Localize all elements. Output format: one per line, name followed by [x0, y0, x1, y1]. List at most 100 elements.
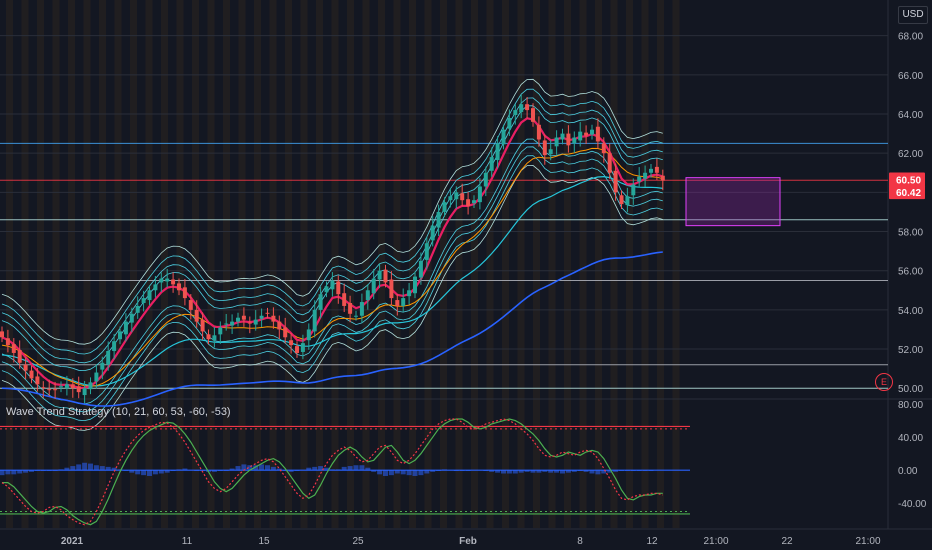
histogram-bar — [406, 470, 412, 476]
candle-body — [348, 303, 353, 314]
histogram-bar — [418, 470, 424, 476]
candle-body — [395, 300, 400, 306]
candle-body — [271, 315, 276, 322]
indicator-tick-label: -40.00 — [898, 499, 927, 510]
candle-body — [59, 386, 63, 388]
session-shading — [192, 0, 199, 528]
session-shading — [362, 0, 370, 528]
candle-body — [330, 280, 335, 290]
candle-body — [70, 384, 75, 389]
candle-body — [35, 376, 40, 385]
histogram-bar — [5, 470, 11, 475]
candle-body — [637, 176, 642, 182]
candle-body — [531, 108, 535, 122]
candle-body — [295, 346, 299, 353]
price-tick-label: 50.00 — [898, 384, 923, 395]
candle-body — [483, 172, 488, 187]
candle-body — [584, 132, 589, 136]
session-shading — [68, 0, 75, 528]
histogram-bar — [324, 467, 329, 471]
lower-band-line — [1, 138, 663, 405]
candle-body — [153, 284, 158, 291]
candle-body — [277, 321, 282, 330]
histogram-bar — [577, 470, 583, 472]
histogram-bar — [229, 468, 235, 471]
histogram-bar — [630, 470, 636, 472]
session-shading — [238, 0, 246, 528]
candle-body — [241, 315, 246, 320]
histogram-bar — [548, 470, 554, 473]
candle-body — [336, 281, 341, 295]
time-tick-label: 22 — [781, 536, 793, 547]
candle-body — [472, 200, 476, 204]
lower-band-line — [1, 146, 663, 413]
candle-body — [0, 331, 4, 338]
indicator-title[interactable]: Wave Trend Strategy (10, 21, 60, 53, -60… — [6, 406, 231, 418]
histogram-bar — [453, 470, 459, 472]
session-shading — [548, 0, 556, 528]
candle-body — [643, 172, 648, 179]
session-shading — [99, 0, 106, 528]
price-tag-label: 60.50 — [896, 176, 921, 187]
histogram-bar — [619, 470, 624, 472]
candle-body — [430, 225, 435, 241]
histogram-bar — [583, 470, 589, 472]
lower-band-line — [1, 155, 663, 422]
histogram-bar — [536, 470, 542, 473]
session-shading — [455, 0, 463, 528]
session-shading — [626, 0, 633, 528]
session-shading — [207, 0, 215, 528]
histogram-bar — [182, 468, 188, 471]
candle-body — [247, 322, 252, 324]
candle-body — [454, 192, 459, 200]
candle-body — [283, 327, 288, 338]
time-tick-label: 21:00 — [855, 536, 880, 547]
price-tag — [889, 172, 925, 187]
histogram-bar — [377, 470, 383, 475]
histogram-bar — [70, 466, 76, 471]
candle-body — [613, 170, 618, 193]
candle-body — [519, 104, 524, 113]
price-tick-label: 64.00 — [898, 110, 923, 121]
histogram-bar — [40, 470, 46, 472]
price-tick-label: 56.00 — [898, 267, 923, 278]
candle-body — [365, 290, 370, 301]
session-shading — [672, 0, 680, 528]
histogram-bar — [276, 468, 282, 471]
histogram-bar — [170, 470, 176, 472]
histogram-bar — [506, 470, 512, 474]
ema-fast-line — [1, 117, 664, 390]
session-shading — [409, 0, 416, 528]
candle-body — [377, 270, 382, 280]
candle-body — [236, 317, 240, 322]
histogram-bar — [524, 470, 530, 472]
histogram-bar — [64, 467, 70, 471]
candle-body — [165, 278, 170, 282]
histogram-bar — [365, 467, 371, 471]
histogram-bar — [164, 470, 170, 473]
price-tag-label: 60.42 — [896, 188, 921, 199]
histogram-bar — [129, 470, 135, 473]
session-shading — [641, 0, 649, 528]
price-tag — [889, 185, 925, 200]
histogram-bar — [76, 464, 82, 471]
candle-body — [578, 131, 583, 141]
currency-button[interactable]: USD — [898, 6, 928, 24]
earnings-marker[interactable]: E — [875, 373, 893, 391]
candle-body — [224, 323, 229, 325]
histogram-bar — [607, 470, 613, 473]
candle-body — [542, 140, 547, 156]
candle-body — [182, 287, 187, 299]
candle-body — [619, 195, 624, 205]
candle-body — [590, 129, 594, 135]
session-shading — [440, 0, 447, 528]
candle-body — [312, 309, 317, 332]
session-shading — [471, 0, 478, 528]
session-shading — [347, 0, 354, 528]
time-tick-label: 12 — [646, 536, 658, 547]
candle-body — [318, 294, 323, 310]
price-tick-label: 62.00 — [898, 149, 923, 160]
candle-body — [94, 372, 99, 382]
histogram-bar — [554, 470, 560, 473]
